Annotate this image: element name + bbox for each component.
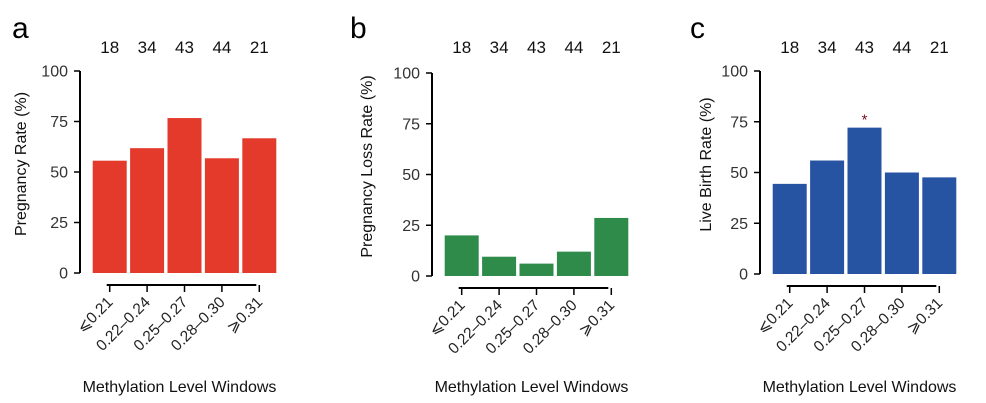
bar-c-4: [884, 172, 919, 274]
bar-b-4: [556, 251, 591, 276]
bar-b-1: [444, 235, 479, 276]
x-axis-title: Methylation Level Windows: [83, 379, 277, 396]
count-label: 34: [818, 38, 837, 57]
count-label: 44: [892, 38, 911, 57]
bar-c-1: [772, 183, 807, 274]
y-axis-title: Pregnancy Loss Rate (%): [359, 75, 376, 257]
y-tick-label: 100: [393, 66, 420, 83]
y-axis-title: Pregnancy Rate (%): [13, 92, 30, 236]
bar-c-3: [847, 127, 882, 275]
panel-letter: b: [350, 12, 367, 45]
count-label: 34: [490, 38, 509, 57]
bar-b-5: [594, 217, 629, 276]
bar-c-5: [922, 177, 957, 274]
x-tick-label: ⩾0.31: [576, 297, 619, 340]
y-tick-label: 75: [50, 114, 68, 131]
x-tick-label: ⩾0.31: [224, 294, 267, 337]
y-tick-label: 0: [739, 267, 748, 284]
bar-c-2: [810, 160, 845, 274]
count-label: 21: [250, 38, 269, 57]
x-axis-title: Methylation Level Windows: [435, 379, 629, 396]
y-tick-label: 50: [402, 167, 420, 184]
count-label: 21: [930, 38, 949, 57]
x-axis-title: Methylation Level Windows: [763, 379, 957, 396]
y-tick-label: 25: [730, 216, 748, 233]
y-tick-label: 25: [402, 218, 420, 235]
y-tick-label: 50: [730, 165, 748, 182]
y-tick-label: 75: [402, 116, 420, 133]
significance-marker: *: [862, 112, 868, 129]
count-label: 44: [212, 38, 231, 57]
y-tick-label: 0: [59, 266, 68, 283]
panel-letter: c: [690, 12, 705, 45]
count-label: 18: [780, 38, 799, 57]
y-tick-label: 25: [50, 215, 68, 232]
bar-b-2: [482, 256, 517, 276]
y-tick-label: 75: [730, 114, 748, 131]
bar-a-1: [92, 160, 127, 273]
count-label: 43: [527, 38, 546, 57]
panel-letter: a: [12, 12, 29, 45]
y-tick-label: 50: [50, 165, 68, 182]
bar-a-2: [130, 148, 165, 273]
bar-a-5: [242, 138, 277, 273]
count-label: 18: [452, 38, 471, 57]
count-label: 21: [602, 38, 621, 57]
bar-a-3: [167, 118, 202, 273]
count-label: 18: [100, 38, 119, 57]
count-label: 34: [138, 38, 157, 57]
y-tick-label: 100: [41, 64, 68, 81]
bar-b-3: [519, 263, 554, 276]
bar-a-4: [204, 158, 239, 273]
y-tick-label: 0: [411, 269, 420, 286]
count-label: 43: [175, 38, 194, 57]
x-tick-label: ⩾0.31: [904, 295, 947, 338]
count-label: 43: [855, 38, 874, 57]
count-label: 44: [564, 38, 583, 57]
y-axis-title: Live Birth Rate (%): [698, 97, 715, 231]
y-tick-label: 100: [721, 64, 748, 81]
